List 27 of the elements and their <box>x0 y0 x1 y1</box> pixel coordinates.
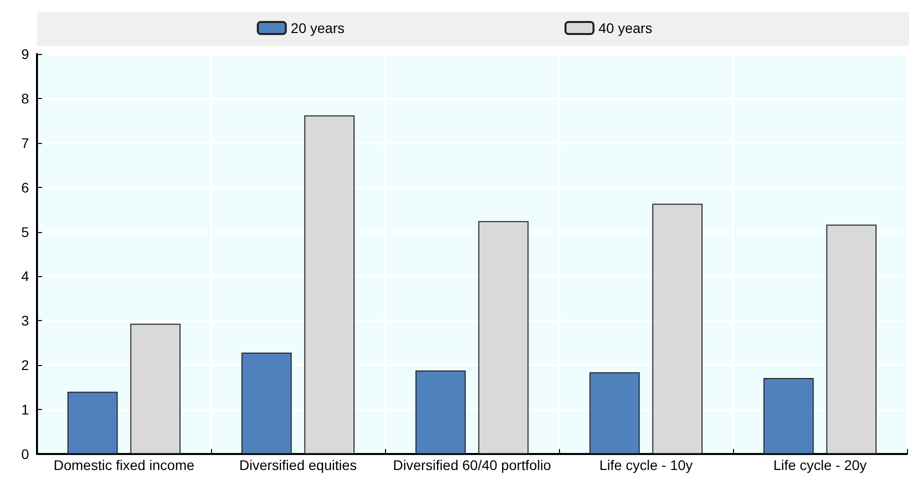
x-tick-label: Diversified equities <box>239 457 357 473</box>
y-tick-label: 1 <box>21 402 30 418</box>
bar <box>478 221 529 454</box>
bar <box>652 204 703 454</box>
y-tick-label: 3 <box>21 312 30 329</box>
y-tick-label: 0 <box>21 446 30 462</box>
x-tick-label: Diversified 60/40 portfolio <box>393 457 552 473</box>
x-tick-label: Life cycle - 10y <box>599 457 693 473</box>
bar <box>241 352 292 454</box>
y-tick-label: 2 <box>21 357 30 374</box>
y-tick-label: 7 <box>21 134 30 151</box>
bar <box>67 392 118 454</box>
y-tick-label: 6 <box>21 179 30 196</box>
y-tick-label: 8 <box>21 90 30 106</box>
bar <box>763 378 814 454</box>
y-tick-label: 9 <box>21 46 30 62</box>
x-tick-label: Life cycle - 20y <box>773 457 867 473</box>
y-tick-label: 5 <box>21 224 30 240</box>
bar <box>304 115 355 454</box>
bar <box>130 324 181 454</box>
bar <box>415 370 466 454</box>
y-tick-label: 4 <box>21 268 30 284</box>
legend-label: 20 years <box>290 20 345 36</box>
x-tick-label: Domestic fixed income <box>54 457 195 473</box>
bar <box>826 224 877 454</box>
bar <box>589 372 640 454</box>
legend-label: 40 years <box>598 20 652 36</box>
